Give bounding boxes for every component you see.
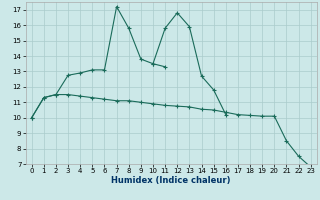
X-axis label: Humidex (Indice chaleur): Humidex (Indice chaleur) — [111, 176, 231, 185]
